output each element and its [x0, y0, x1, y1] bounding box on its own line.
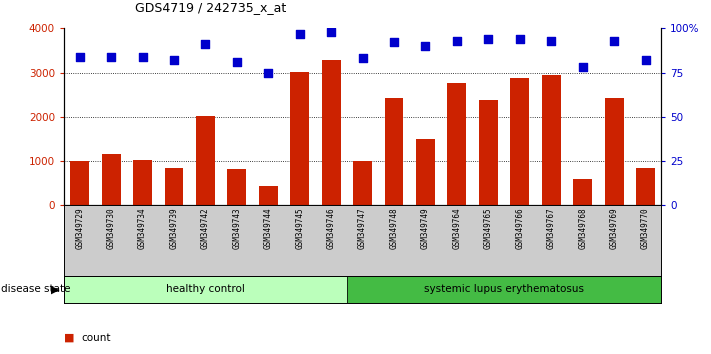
Point — [262, 70, 274, 75]
Bar — [510, 78, 529, 205]
Bar — [70, 161, 89, 205]
Text: GSM349769: GSM349769 — [609, 207, 619, 249]
Point — [105, 54, 117, 59]
Text: systemic lupus erythematosus: systemic lupus erythematosus — [424, 284, 584, 295]
Text: GSM349745: GSM349745 — [295, 207, 304, 249]
Bar — [196, 116, 215, 205]
Text: healthy control: healthy control — [166, 284, 245, 295]
Point — [357, 56, 368, 61]
Bar — [322, 60, 341, 205]
Text: ▶: ▶ — [51, 284, 60, 295]
Bar — [164, 168, 183, 205]
Point — [640, 57, 651, 63]
Point — [294, 31, 306, 36]
Point — [137, 54, 149, 59]
Point — [388, 40, 400, 45]
Point — [483, 36, 494, 42]
Point — [326, 29, 337, 35]
Text: GSM349766: GSM349766 — [515, 207, 524, 249]
Bar — [416, 138, 435, 205]
Point — [609, 38, 620, 44]
Text: GSM349749: GSM349749 — [421, 207, 430, 249]
Point — [514, 36, 525, 42]
Bar — [353, 161, 372, 205]
Bar — [604, 98, 624, 205]
Text: GSM349734: GSM349734 — [138, 207, 147, 249]
Bar — [347, 276, 661, 303]
Text: GSM349729: GSM349729 — [75, 207, 84, 249]
Bar — [102, 154, 121, 205]
Text: GSM349730: GSM349730 — [107, 207, 116, 249]
Bar — [133, 160, 152, 205]
Bar — [479, 100, 498, 205]
Bar — [290, 72, 309, 205]
Text: GSM349743: GSM349743 — [232, 207, 241, 249]
Text: GSM349746: GSM349746 — [326, 207, 336, 249]
Point — [169, 57, 180, 63]
Text: GDS4719 / 242735_x_at: GDS4719 / 242735_x_at — [135, 1, 287, 14]
Text: ■: ■ — [64, 333, 75, 343]
Text: GSM349739: GSM349739 — [169, 207, 178, 249]
Point — [451, 38, 463, 44]
Point — [419, 43, 431, 49]
Bar — [542, 75, 561, 205]
Text: GSM349764: GSM349764 — [452, 207, 461, 249]
Bar — [259, 186, 278, 205]
Text: GSM349767: GSM349767 — [547, 207, 556, 249]
Point — [200, 41, 211, 47]
Bar — [385, 98, 403, 205]
Bar — [64, 276, 347, 303]
Text: GSM349768: GSM349768 — [578, 207, 587, 249]
Text: GSM349748: GSM349748 — [390, 207, 399, 249]
Text: GSM349770: GSM349770 — [641, 207, 650, 249]
Text: GSM349765: GSM349765 — [484, 207, 493, 249]
Bar — [573, 179, 592, 205]
Text: disease state: disease state — [1, 284, 70, 295]
Point — [74, 54, 85, 59]
Point — [231, 59, 242, 65]
Text: GSM349744: GSM349744 — [264, 207, 273, 249]
Text: count: count — [82, 333, 111, 343]
Text: GSM349747: GSM349747 — [358, 207, 367, 249]
Text: GSM349742: GSM349742 — [201, 207, 210, 249]
Bar — [636, 168, 655, 205]
Bar — [228, 169, 246, 205]
Point — [545, 38, 557, 44]
Bar — [447, 83, 466, 205]
Point — [577, 64, 588, 70]
